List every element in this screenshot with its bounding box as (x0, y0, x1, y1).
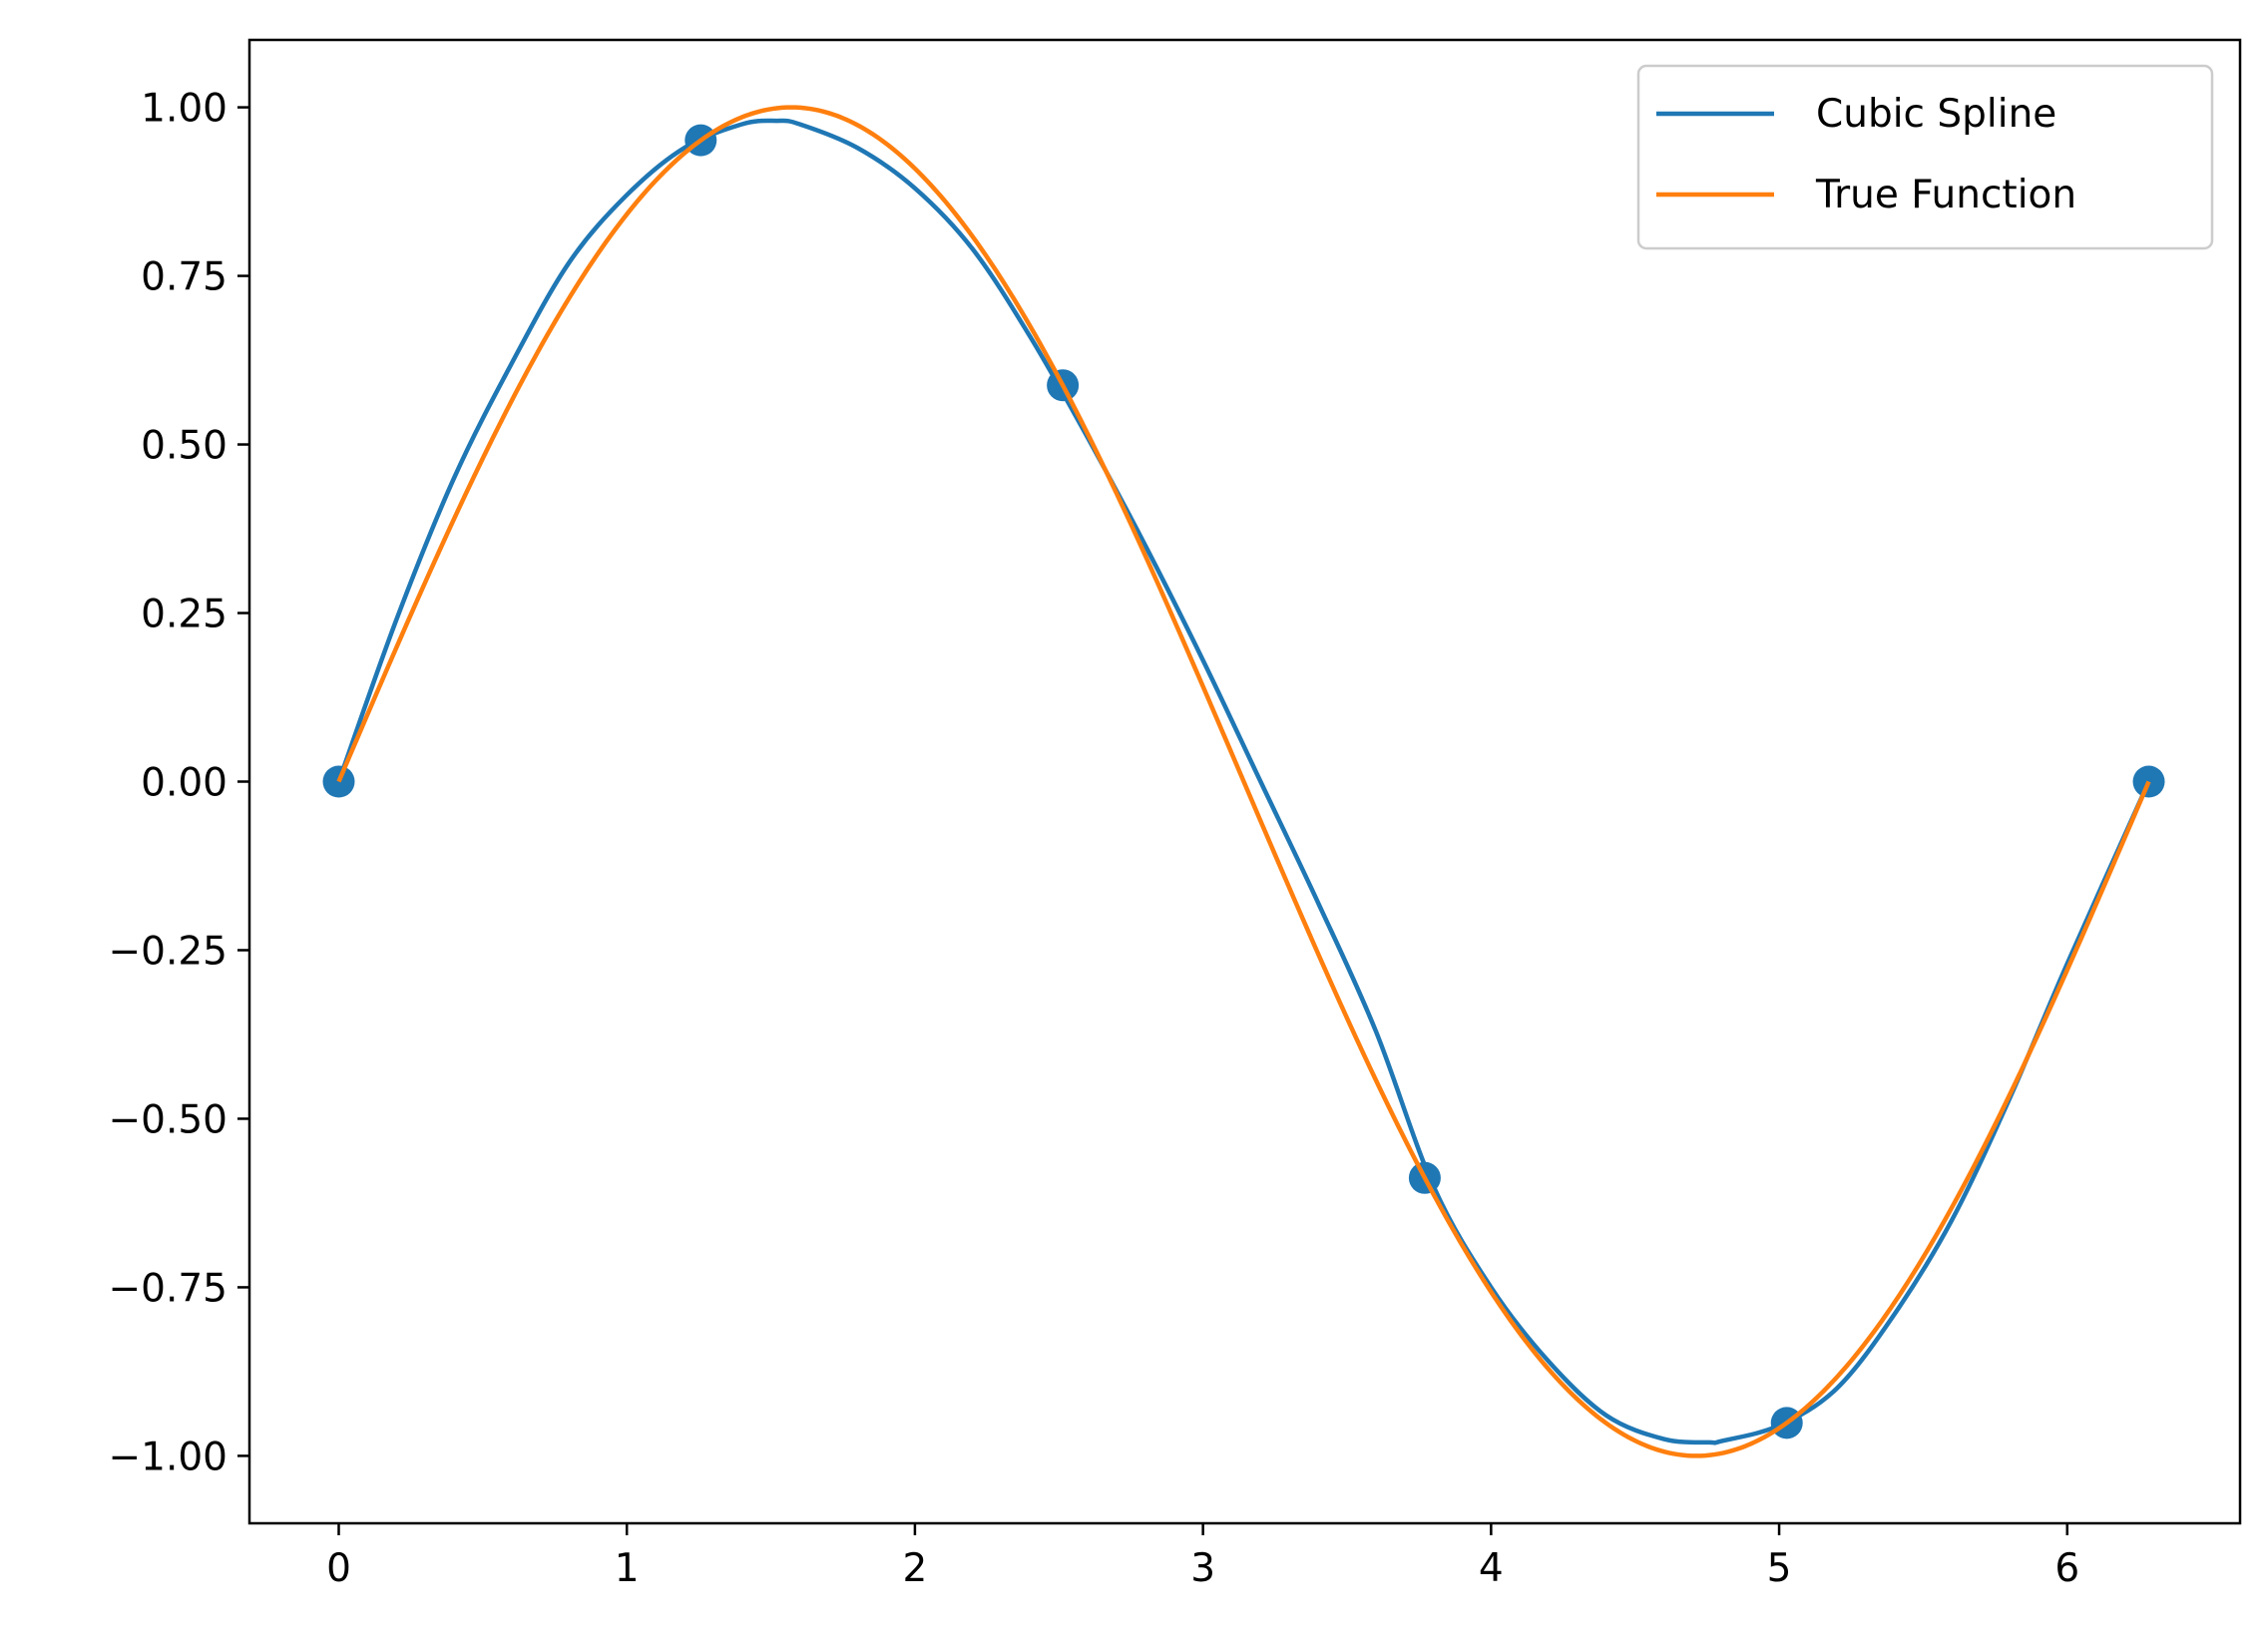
x-tick-label: 4 (1479, 1546, 1504, 1591)
y-tick-label: 0.00 (141, 761, 227, 806)
line-cubic-spline (336, 118, 2151, 1445)
legend: Cubic Spline True Function (1636, 64, 2214, 250)
x-tick-label: 3 (1190, 1546, 1215, 1591)
series-lines (336, 105, 2151, 1458)
y-axis: 1.00 0.75 0.50 0.25 0.00 −0.25 −0.50 −0.75 −1.00 (108, 87, 249, 1479)
x-tick-label: 6 (2054, 1546, 2079, 1591)
y-tick-label: −0.25 (108, 929, 227, 974)
y-tick-label: −0.75 (108, 1266, 227, 1311)
y-tick-label: 0.75 (141, 255, 227, 300)
x-tick-label: 5 (1767, 1546, 1792, 1591)
plot-frame (247, 38, 2242, 1525)
line-true-function (336, 105, 2151, 1458)
legend-label-cubic-spline: Cubic Spline (1816, 92, 2056, 137)
x-tick-label: 0 (326, 1546, 351, 1591)
x-tick-label: 2 (903, 1546, 928, 1591)
y-tick-label: 0.25 (141, 593, 227, 637)
x-axis: 0 1 2 3 4 5 6 (326, 1523, 2079, 1591)
y-tick-label: 0.50 (141, 424, 227, 469)
y-tick-label: −1.00 (108, 1435, 227, 1479)
x-tick-label: 1 (615, 1546, 640, 1591)
y-tick-label: 1.00 (141, 87, 227, 132)
legend-box (1636, 64, 2214, 250)
legend-label-true-function: True Function (1815, 173, 2076, 217)
y-tick-label: −0.50 (108, 1097, 227, 1142)
